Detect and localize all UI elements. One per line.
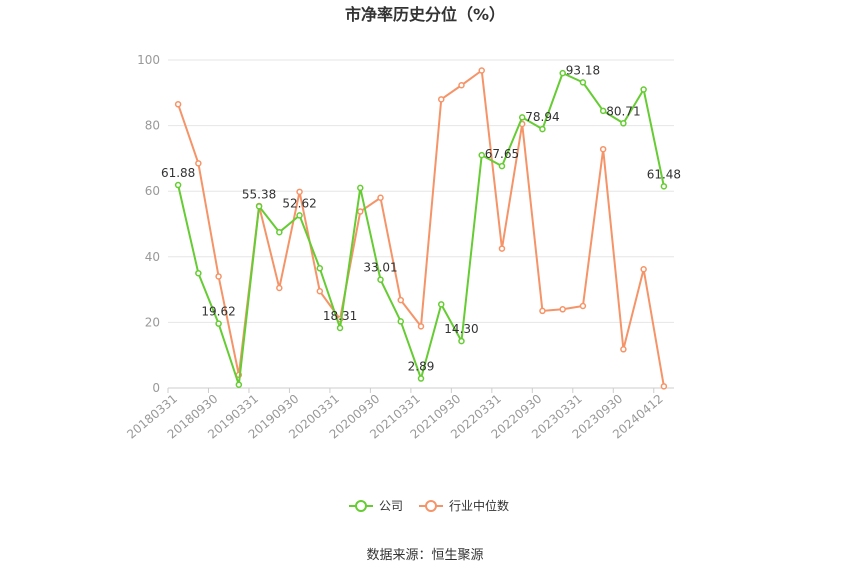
data-point	[296, 212, 303, 219]
data-label: 19.62	[201, 305, 235, 319]
data-point	[458, 82, 465, 89]
data-label: 78.94	[525, 110, 559, 124]
series-line-0	[177, 72, 665, 386]
y-axis: 0 20 40 60 80 100	[137, 53, 160, 395]
data-point	[640, 86, 647, 93]
data-label: 61.88	[161, 166, 195, 180]
y-tick-label: 0	[152, 381, 160, 395]
data-point	[599, 145, 607, 153]
legend-marker	[355, 500, 367, 512]
x-axis	[167, 387, 674, 393]
data-point	[559, 69, 566, 77]
data-point	[620, 120, 627, 127]
data-point	[296, 188, 303, 196]
data-point	[195, 160, 202, 167]
data-point	[620, 346, 627, 353]
data-point	[174, 101, 182, 108]
legend-label: 公司	[379, 499, 403, 513]
data-label: 52.62	[282, 196, 316, 210]
data-point	[174, 181, 182, 189]
data-point	[397, 296, 405, 304]
legend-marker	[425, 500, 437, 512]
data-point	[660, 183, 668, 190]
data-point	[437, 301, 445, 308]
x-tick-labels: 2018033120180930201903312019093020200331…	[124, 392, 666, 442]
data-point	[539, 307, 546, 315]
data-point	[417, 323, 425, 330]
chart-title: 市净率历史分位（%）	[345, 5, 505, 24]
y-tick-label: 100	[137, 53, 160, 67]
data-label: 67.65	[485, 147, 519, 161]
series-lines	[174, 67, 668, 390]
y-tick-label: 80	[145, 119, 160, 133]
data-point	[276, 228, 283, 236]
data-source: 数据来源：恒生聚源	[366, 548, 483, 563]
data-label: 61.48	[647, 167, 681, 181]
data-point	[235, 381, 243, 388]
data-label: 55.38	[242, 187, 276, 201]
data-label: 18.31	[323, 309, 357, 323]
y-tick-label: 60	[145, 184, 160, 198]
data-label: 14.30	[444, 322, 478, 336]
data-point	[498, 245, 506, 252]
data-point	[377, 194, 384, 202]
data-point	[498, 162, 506, 170]
legend[interactable]: 公司 行业中位数	[349, 498, 509, 513]
data-point	[478, 67, 485, 74]
data-label: 80.71	[606, 104, 640, 118]
data-point	[559, 306, 566, 313]
data-point	[539, 125, 546, 133]
data-point	[579, 79, 587, 86]
y-tick-label: 20	[145, 315, 160, 329]
data-labels: 61.88 19.62 55.38 52.62 18.31 33.01 2.89 14.30 6…	[161, 63, 681, 373]
data-point	[255, 203, 263, 210]
data-point	[437, 96, 445, 103]
data-point	[599, 107, 607, 115]
data-point	[640, 266, 647, 273]
data-label: 2.89	[408, 360, 435, 374]
data-point	[215, 320, 222, 327]
data-point	[660, 383, 668, 390]
data-point	[357, 184, 364, 192]
data-point	[478, 151, 485, 159]
data-point	[458, 337, 465, 345]
y-tick-label: 40	[145, 250, 160, 264]
data-point	[195, 269, 202, 277]
data-point	[518, 114, 526, 121]
series-line-1	[177, 69, 665, 387]
data-point	[579, 302, 587, 310]
data-point	[397, 318, 405, 325]
data-point	[215, 273, 222, 280]
legend-item-1[interactable]: 行业中位数	[419, 498, 509, 513]
data-point	[336, 324, 344, 332]
data-point	[316, 265, 324, 272]
data-point	[377, 276, 384, 283]
data-point	[357, 208, 364, 215]
data-label: 93.18	[566, 63, 600, 77]
data-label: 33.01	[363, 261, 397, 275]
legend-label: 行业中位数	[449, 498, 509, 513]
data-point	[276, 284, 283, 292]
data-point	[316, 287, 324, 295]
data-point	[417, 375, 425, 382]
legend-item-0[interactable]: 公司	[349, 499, 403, 513]
